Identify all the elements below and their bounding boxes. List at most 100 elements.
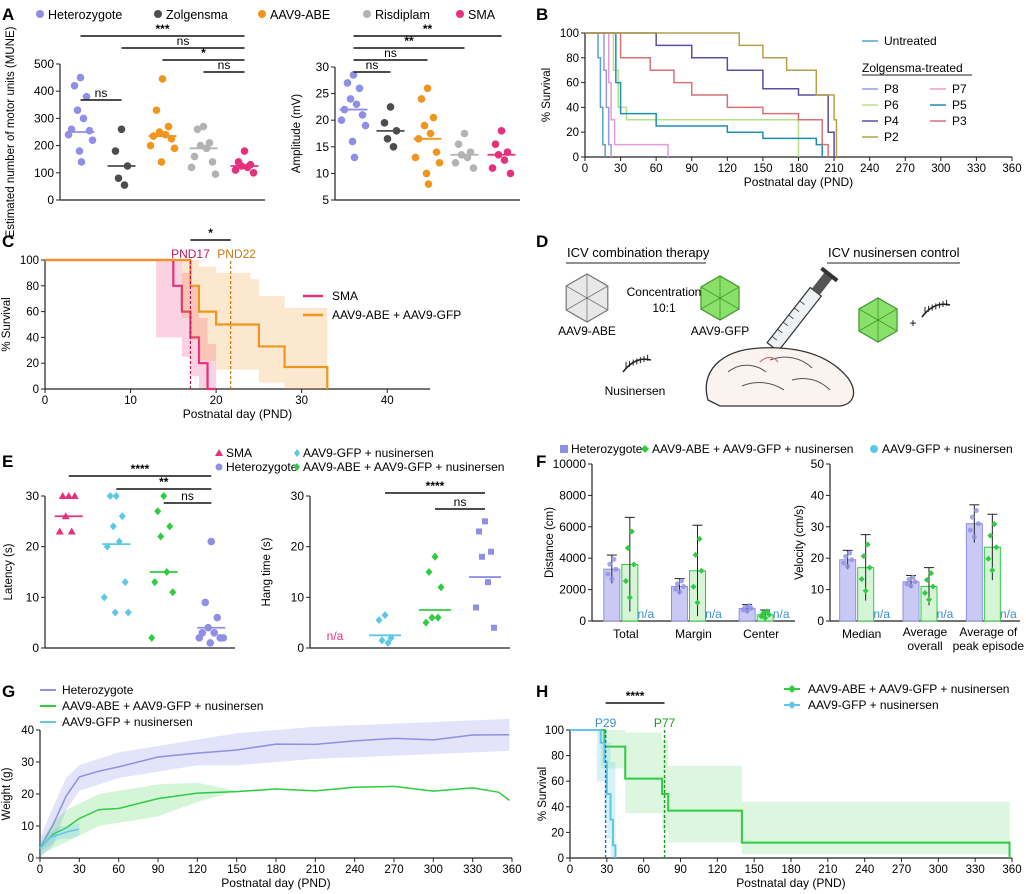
y-tick-label: 40 xyxy=(551,802,564,814)
panel-a-mune-chart: 0 100 200 300 400 500 Estimated number of moto… xyxy=(5,22,265,237)
legend-label-heterozygote: Heterozygote xyxy=(571,442,643,456)
x-tick-label: 330 xyxy=(966,864,985,876)
capsid-facet xyxy=(719,286,740,299)
x-axis-label: Postnatal day (PND) xyxy=(744,175,853,189)
label-nusinersen: Nusinersen xyxy=(605,384,666,398)
data-point xyxy=(352,100,361,109)
data-point xyxy=(491,140,500,148)
sig-sma-het: **** xyxy=(131,462,150,476)
x-tick-label: 210 xyxy=(824,163,843,175)
syringe-mark xyxy=(793,307,800,312)
data-point xyxy=(422,169,431,178)
data-point xyxy=(55,527,64,535)
x-tick-label: 90 xyxy=(152,864,165,876)
sig-het-sma: ** xyxy=(423,22,433,36)
y-axis-label: % Survival xyxy=(541,68,553,122)
y-tick-label: 100 xyxy=(560,28,579,40)
data-point xyxy=(985,555,992,562)
y-tick-label: 30 xyxy=(21,757,34,769)
x-tick-label: 300 xyxy=(931,163,950,175)
data-point xyxy=(497,127,506,135)
legend-label-abe-gfp-nus: AAV9-ABE + AAV9-GFP + nusinersen xyxy=(652,442,853,456)
legend-label-sma: SMA xyxy=(332,289,358,303)
x-tick-label: 60 xyxy=(637,864,650,876)
survival-curve-p5 xyxy=(585,32,823,157)
data-point xyxy=(146,141,155,150)
sig-h: **** xyxy=(626,689,645,703)
y-tick-label: 80 xyxy=(26,281,39,293)
data-point xyxy=(930,583,936,590)
data-point xyxy=(201,598,210,607)
data-point xyxy=(82,92,91,101)
x-tick-label: 120 xyxy=(718,163,737,175)
y-axis-label: % Survival xyxy=(537,767,549,821)
panel-d-schematic: ICV combination therapy ICV nusinersen co… xyxy=(558,245,960,407)
x-tick-label: 30 xyxy=(600,864,613,876)
data-point xyxy=(924,576,930,583)
data-point xyxy=(626,594,633,601)
y-tick-label: 0 xyxy=(47,193,54,207)
data-point xyxy=(849,557,855,563)
data-point xyxy=(148,633,156,642)
sig-gfp-het: ** xyxy=(159,475,169,489)
x-tick-label: 180 xyxy=(266,864,285,876)
legend-label-p6: P6 xyxy=(884,98,899,112)
y-tick-label: 100 xyxy=(545,725,564,737)
legend-label-p8: P8 xyxy=(884,82,899,96)
data-point xyxy=(207,537,216,546)
panel-letter-a: A xyxy=(2,5,14,24)
x-tick-label: 300 xyxy=(424,864,443,876)
sig-abe-het: ns xyxy=(454,495,467,509)
data-point xyxy=(350,153,359,162)
data-point xyxy=(348,137,357,146)
y-tick-label: 30 xyxy=(316,60,330,74)
y-tick-label: 10 xyxy=(316,166,330,180)
x-tick-label: 120 xyxy=(708,864,727,876)
data-point xyxy=(170,144,179,153)
sig-het-zol: ns xyxy=(95,86,108,100)
y-tick-label: 10 xyxy=(26,590,40,604)
capsid-facet xyxy=(877,308,898,321)
y-axis-label: Amplitude (mV) xyxy=(291,94,303,173)
data-point xyxy=(993,544,1000,551)
x-tick-label: 270 xyxy=(896,163,915,175)
y-tick-label: 0 xyxy=(817,614,824,628)
data-point xyxy=(423,84,432,93)
data-point xyxy=(118,512,126,521)
data-point xyxy=(243,163,252,172)
data-point xyxy=(971,534,977,540)
weight-band xyxy=(40,718,510,858)
panel-c-survival-chart: 0 20 40 60 80 100 0 10 20 30 40 % Survival Postnatal… xyxy=(1,226,461,421)
data-point xyxy=(910,574,916,580)
legend-label-heterozygote: Heterozygote xyxy=(48,8,122,22)
syringe-barrel xyxy=(766,286,823,353)
survival-curve-untreated xyxy=(585,32,606,157)
na-label: n/a xyxy=(1000,607,1017,621)
data-point xyxy=(160,492,168,500)
sig-het-ris: ** xyxy=(404,34,414,48)
y-tick-label: 10000 xyxy=(553,457,587,471)
data-point xyxy=(912,579,918,585)
data-point xyxy=(500,156,509,164)
confidence-band xyxy=(600,730,1010,858)
data-point xyxy=(213,613,222,622)
x-tick-label: 0 xyxy=(42,395,48,407)
y-axis-label: % Survival xyxy=(1,297,13,351)
data-point xyxy=(845,563,851,569)
data-point xyxy=(460,129,469,138)
y-tick-label: 300 xyxy=(34,111,54,125)
y-tick-label: 4000 xyxy=(559,551,586,565)
data-point xyxy=(152,106,161,115)
syringe-mark xyxy=(777,328,783,334)
x-tick-label: 210 xyxy=(818,864,837,876)
data-point xyxy=(673,586,678,592)
data-point xyxy=(355,84,364,93)
sig-het-abe: ns xyxy=(384,46,397,60)
data-point xyxy=(973,507,979,513)
legend-label-abe-gfp-nus: AAV9-ABE + AAV9-GFP + nusinersen xyxy=(303,460,504,474)
legend-marker-heterozygote xyxy=(215,463,223,471)
data-point xyxy=(432,148,441,156)
data-point xyxy=(473,604,479,611)
panel-e-hangtime-chart: 0 10 20 30 Hang time (s) n/a **** ns xyxy=(261,479,510,655)
